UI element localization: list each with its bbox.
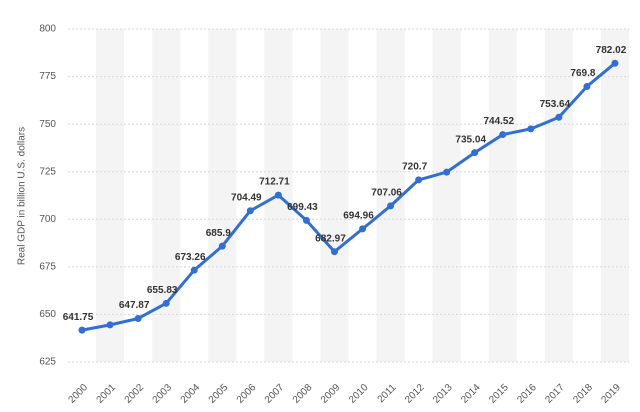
- x-tick-label: 2013: [431, 382, 455, 406]
- x-tick-label: 2002: [123, 382, 147, 406]
- y-tick-label: 650: [39, 309, 56, 320]
- y-tick-label: 750: [39, 119, 56, 130]
- x-tick-label: 2019: [599, 382, 623, 406]
- data-label: 699.43: [287, 202, 318, 213]
- band: [488, 29, 517, 362]
- data-label: 720.7: [402, 162, 427, 173]
- band: [600, 29, 629, 362]
- bands: [96, 29, 629, 362]
- data-label: 735.04: [455, 134, 486, 145]
- data-label: 704.49: [231, 192, 262, 203]
- x-tick-label: 2012: [403, 382, 427, 406]
- marker: [190, 266, 198, 274]
- band: [152, 29, 181, 362]
- band: [432, 29, 461, 362]
- x-tick-label: 2001: [95, 382, 119, 406]
- data-label: 712.71: [259, 177, 290, 188]
- data-label: 694.96: [343, 211, 374, 222]
- marker: [583, 82, 591, 90]
- marker: [78, 326, 86, 334]
- band: [544, 29, 573, 362]
- x-tick-label: 2017: [543, 382, 567, 406]
- data-label: 769.8: [570, 68, 595, 79]
- marker: [555, 113, 563, 121]
- data-label: 647.87: [119, 300, 150, 311]
- marker: [246, 207, 254, 215]
- marker: [471, 149, 479, 157]
- data-label: 782.02: [596, 45, 627, 56]
- y-tick-label: 725: [39, 166, 56, 177]
- marker: [611, 59, 619, 67]
- data-label: 682.97: [315, 233, 346, 244]
- y-tick-label: 800: [39, 24, 56, 35]
- x-tick-label: 2000: [67, 382, 91, 406]
- x-tick-label: 2015: [487, 382, 511, 406]
- x-tick-label: 2005: [207, 382, 231, 406]
- x-tick-label: 2006: [235, 382, 259, 406]
- marker: [443, 168, 451, 176]
- x-tick-label: 2009: [319, 382, 343, 406]
- y-tick-label: 625: [39, 357, 56, 368]
- x-tick-label: 2004: [179, 382, 203, 406]
- x-tick-label: 2003: [151, 382, 175, 406]
- x-tick-label: 2016: [515, 382, 539, 406]
- marker: [359, 225, 367, 233]
- marker: [499, 131, 507, 139]
- band: [208, 29, 237, 362]
- data-label: 753.64: [540, 99, 571, 110]
- marker: [274, 191, 282, 199]
- line: [81, 62, 616, 332]
- data-label: 685.9: [206, 228, 231, 239]
- marker: [134, 314, 142, 322]
- data-label: 673.26: [175, 252, 206, 263]
- x-tick-label: 2014: [459, 382, 483, 406]
- x-tick-label: 2007: [263, 382, 287, 406]
- data-label: 707.06: [371, 187, 402, 198]
- marker: [387, 202, 395, 210]
- band: [96, 29, 125, 362]
- y-tick-label: 700: [39, 214, 56, 225]
- x-tick-label: 2011: [376, 382, 399, 405]
- band: [320, 29, 349, 362]
- y-tick-label: 675: [39, 261, 56, 272]
- data-label: 641.75: [63, 312, 94, 323]
- y-tick-label: 775: [39, 71, 56, 82]
- marker: [527, 125, 535, 133]
- marker: [162, 299, 170, 307]
- data-label: 655.83: [147, 285, 178, 296]
- x-tick-label: 2008: [291, 382, 315, 406]
- marker: [302, 216, 310, 224]
- marker: [415, 176, 423, 184]
- y-axis-label: Real GDP in billion U.S. dollars: [17, 127, 28, 265]
- x-tick-label: 2010: [347, 382, 371, 406]
- marker: [106, 321, 114, 329]
- marker: [218, 242, 226, 250]
- marker: [330, 248, 338, 256]
- data-label: 744.52: [483, 116, 514, 127]
- x-tick-label: 2018: [571, 382, 595, 406]
